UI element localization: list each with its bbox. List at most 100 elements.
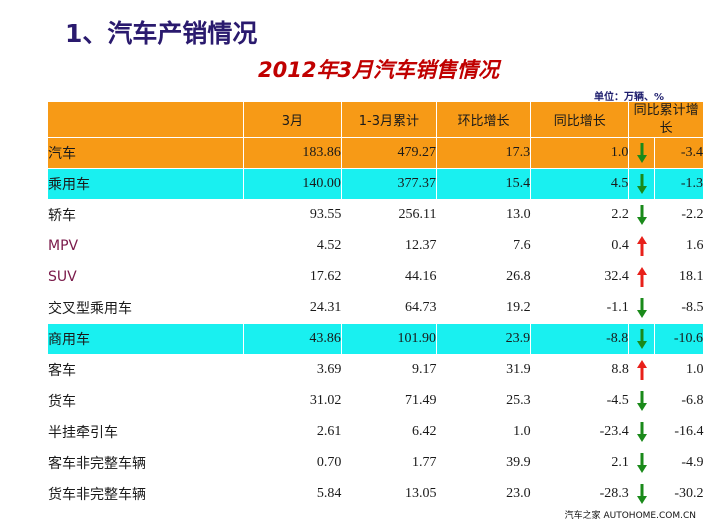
cell-yoy: 8.8 — [530, 354, 629, 387]
cell-yoy: 4.5 — [530, 168, 630, 201]
arrow-down-icon — [628, 416, 655, 449]
row-name: SUV — [48, 261, 244, 294]
cell-yoy: 32.4 — [530, 261, 629, 294]
arrow-down-icon — [628, 137, 656, 170]
cell-ytd: 6.42 — [341, 416, 437, 449]
cell-yoy-cum: -10.6 — [654, 323, 704, 356]
cell-mom: 25.3 — [436, 385, 531, 418]
cell-march: 31.02 — [243, 385, 342, 418]
cell-mom: 26.8 — [436, 261, 531, 294]
cell-yoy-cum: -6.8 — [654, 385, 704, 418]
cell-mom: 31.9 — [436, 354, 531, 387]
cell-march: 2.61 — [243, 416, 342, 449]
cell-yoy-cum: 18.1 — [654, 261, 704, 294]
column-header: 同比增长 — [530, 102, 630, 139]
cell-yoy: 2.2 — [530, 199, 629, 232]
cell-yoy-cum: -2.2 — [654, 199, 704, 232]
cell-march: 43.86 — [243, 323, 342, 356]
watermark: 汽车之家 AUTOHOME.COM.CN — [564, 511, 696, 521]
cell-ytd: 479.27 — [341, 137, 437, 170]
cell-yoy-cum: -30.2 — [654, 478, 704, 511]
cell-march: 183.86 — [243, 137, 342, 170]
cell-march: 17.62 — [243, 261, 342, 294]
cell-ytd: 377.37 — [341, 168, 437, 201]
row-name: 乘用车 — [48, 168, 244, 201]
cell-yoy: -4.5 — [530, 385, 629, 418]
row-name: MPV — [48, 230, 244, 263]
table-subtitle: 2012年3月汽车销售情况 — [258, 58, 500, 82]
arrow-up-icon — [628, 354, 655, 387]
arrow-down-icon — [628, 168, 656, 201]
cell-mom: 23.0 — [436, 478, 531, 511]
cell-ytd: 13.05 — [341, 478, 437, 511]
cell-yoy-cum: -16.4 — [654, 416, 704, 449]
cell-march: 93.55 — [243, 199, 342, 232]
cell-mom: 39.9 — [436, 447, 531, 480]
row-name: 货车非完整车辆 — [48, 478, 244, 511]
column-header: 1-3月累计 — [341, 102, 437, 139]
table-row: 汽车 183.86 479.27 17.3 1.0 -3.4 — [48, 137, 704, 170]
table-row: SUV 17.62 44.16 26.8 32.4 18.1 — [48, 261, 704, 294]
column-header: 环比增长 — [436, 102, 532, 139]
cell-ytd: 9.17 — [341, 354, 437, 387]
arrow-down-icon — [628, 199, 655, 232]
arrow-up-icon — [628, 230, 655, 263]
slide-title: 1、汽车产销情况 — [65, 19, 258, 48]
table-row: 货车 31.02 71.49 25.3 -4.5 -6.8 — [48, 385, 704, 418]
cell-yoy: -8.8 — [530, 323, 630, 356]
cell-ytd: 71.49 — [341, 385, 437, 418]
cell-ytd: 101.90 — [341, 323, 437, 356]
column-header: 3月 — [243, 102, 342, 139]
table-row: 轿车 93.55 256.11 13.0 2.2 -2.2 — [48, 199, 704, 232]
row-name: 汽车 — [48, 137, 244, 170]
row-name: 轿车 — [48, 199, 244, 232]
cell-mom: 19.2 — [436, 292, 531, 325]
cell-mom: 17.3 — [436, 137, 532, 170]
cell-yoy-cum: -3.4 — [654, 137, 704, 170]
row-name: 半挂牵引车 — [48, 416, 244, 449]
arrow-down-icon — [628, 447, 655, 480]
cell-mom: 15.4 — [436, 168, 532, 201]
cell-yoy: -1.1 — [530, 292, 629, 325]
cell-yoy-cum: -4.9 — [654, 447, 704, 480]
cell-mom: 1.0 — [436, 416, 531, 449]
cell-ytd: 1.77 — [341, 447, 437, 480]
cell-yoy: 2.1 — [530, 447, 629, 480]
cell-yoy: 0.4 — [530, 230, 629, 263]
cell-yoy-cum: -8.5 — [654, 292, 704, 325]
cell-ytd: 12.37 — [341, 230, 437, 263]
arrow-down-icon — [628, 323, 656, 356]
arrow-down-icon — [628, 478, 655, 511]
cell-yoy: 1.0 — [530, 137, 630, 170]
table-row: MPV 4.52 12.37 7.6 0.4 1.6 — [48, 230, 704, 263]
table-row: 商用车 43.86 101.90 23.9 -8.8 -10.6 — [48, 323, 704, 356]
sales-table: 3月 1-3月累计 环比增长 同比增长 同比累计增长 汽车 183.86 479.27 17.3… — [48, 102, 704, 511]
cell-march: 0.70 — [243, 447, 342, 480]
arrow-down-icon — [628, 292, 655, 325]
table-row: 客车非完整车辆 0.70 1.77 39.9 2.1 -4.9 — [48, 447, 704, 480]
cell-ytd: 256.11 — [341, 199, 437, 232]
table-row: 货车非完整车辆 5.84 13.05 23.0 -28.3 -30.2 — [48, 478, 704, 511]
cell-march: 3.69 — [243, 354, 342, 387]
cell-ytd: 44.16 — [341, 261, 437, 294]
cell-mom: 23.9 — [436, 323, 532, 356]
column-header — [48, 102, 244, 139]
cell-yoy-cum: 1.0 — [654, 354, 704, 387]
row-name: 货车 — [48, 385, 244, 418]
row-name: 商用车 — [48, 323, 244, 356]
arrow-down-icon — [628, 385, 655, 418]
table-row: 乘用车 140.00 377.37 15.4 4.5 -1.3 — [48, 168, 704, 201]
cell-ytd: 64.73 — [341, 292, 437, 325]
table-row: 交叉型乘用车 24.31 64.73 19.2 -1.1 -8.5 — [48, 292, 704, 325]
cell-mom: 13.0 — [436, 199, 531, 232]
cell-march: 24.31 — [243, 292, 342, 325]
cell-yoy: -23.4 — [530, 416, 629, 449]
cell-yoy-cum: 1.6 — [654, 230, 704, 263]
row-name: 客车 — [48, 354, 244, 387]
table-header-row: 3月 1-3月累计 环比增长 同比增长 同比累计增长 — [48, 102, 704, 139]
arrow-up-icon — [628, 261, 655, 294]
table-row: 半挂牵引车 2.61 6.42 1.0 -23.4 -16.4 — [48, 416, 704, 449]
cell-march: 5.84 — [243, 478, 342, 511]
row-name: 客车非完整车辆 — [48, 447, 244, 480]
unit-label: 单位：万辆、% — [594, 92, 665, 103]
